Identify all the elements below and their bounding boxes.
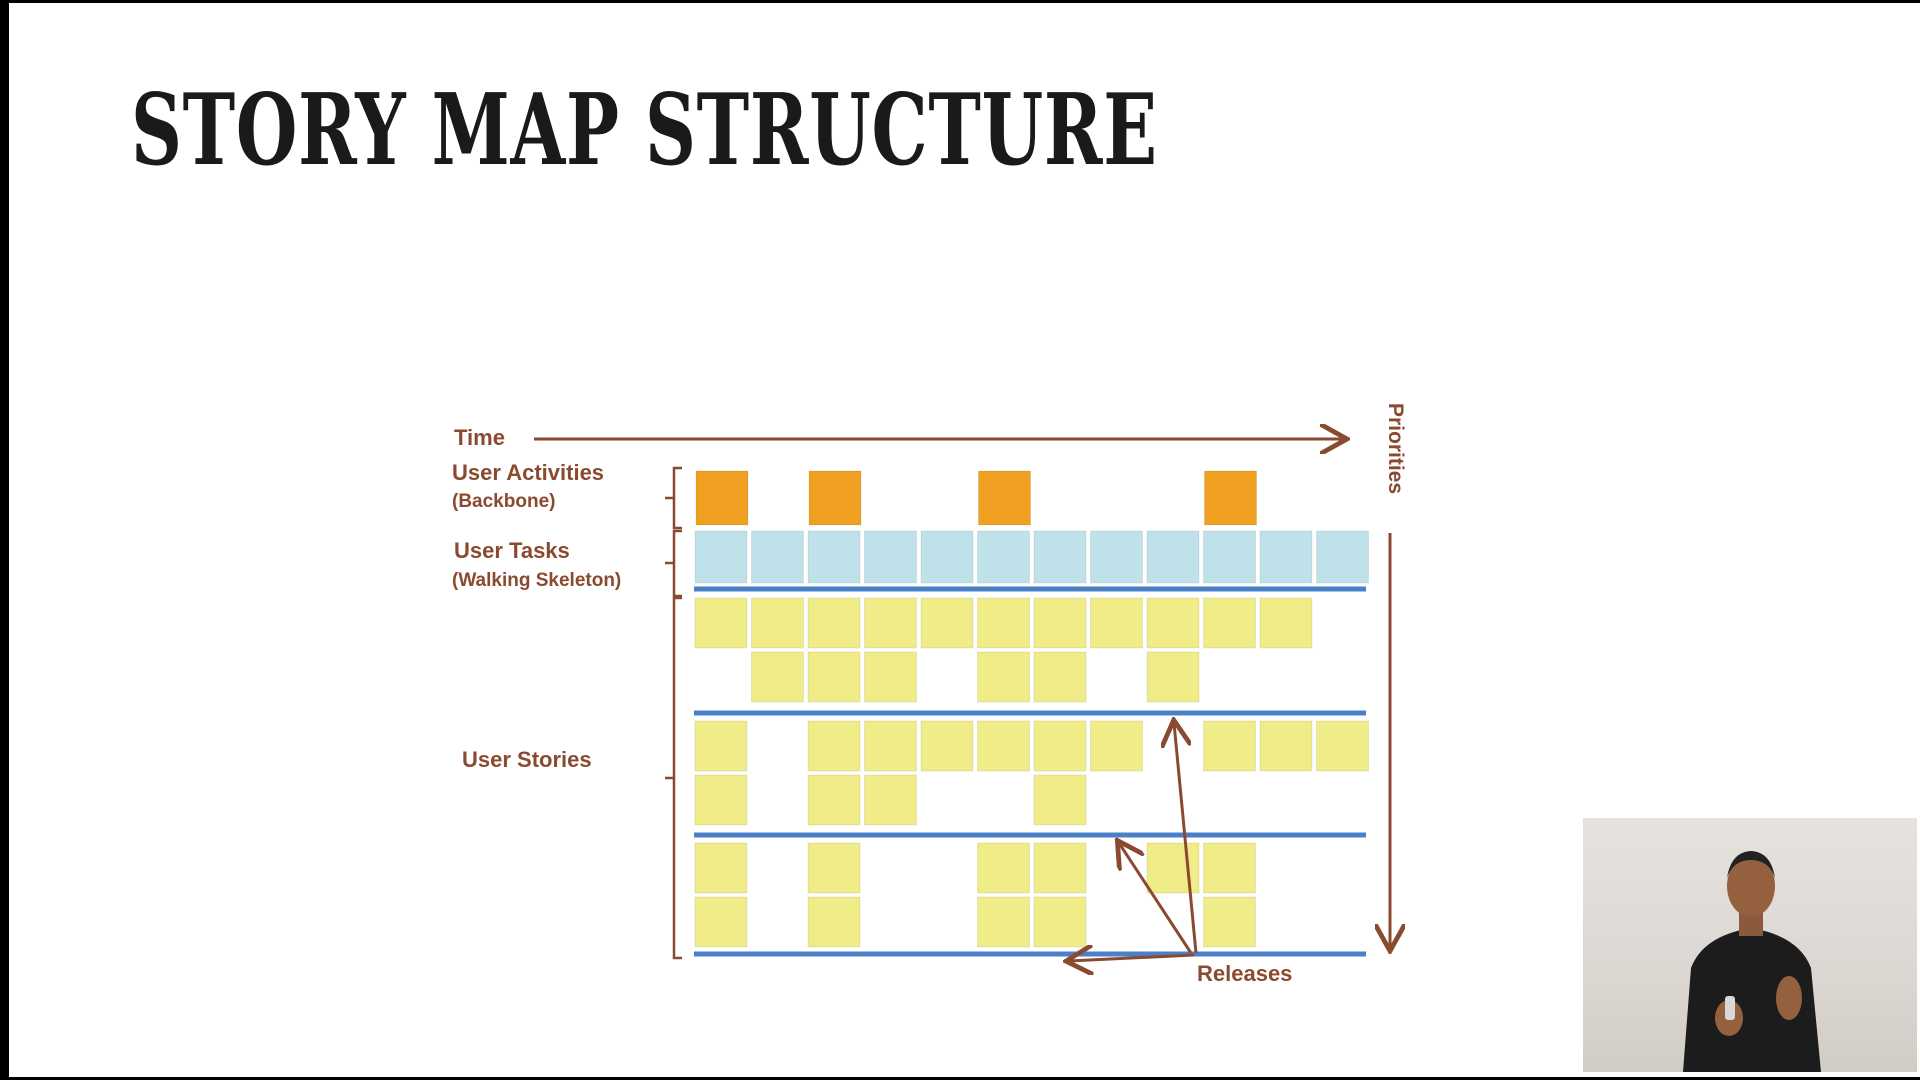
- tasks-bracket: [665, 529, 682, 598]
- task-note: [1203, 530, 1256, 584]
- story-note: [1146, 842, 1200, 894]
- story-note: [977, 720, 1030, 772]
- task-note: [864, 530, 917, 584]
- tasks-label: User Tasks: [454, 538, 570, 563]
- story-note: [807, 896, 861, 948]
- story-note: [694, 842, 748, 894]
- activity-note: [978, 470, 1031, 526]
- story-note: [807, 842, 861, 894]
- task-note: [807, 530, 861, 584]
- slide-title: STORY MAP STRUCTURE: [131, 73, 1158, 188]
- story-note: [694, 774, 748, 826]
- story-note: [1033, 651, 1087, 703]
- stories-bracket: [665, 596, 682, 960]
- story-note: [864, 651, 917, 703]
- activity-note: [808, 470, 862, 526]
- task-note: [1146, 530, 1200, 584]
- task-note: [751, 530, 804, 584]
- task-note: [1316, 530, 1369, 584]
- story-note: [920, 597, 974, 649]
- story-note: [1033, 597, 1087, 649]
- activity-note: [1204, 470, 1257, 526]
- story-note: [751, 597, 804, 649]
- story-note: [1203, 720, 1256, 772]
- story-note: [694, 597, 748, 649]
- release-arrow-3: [1174, 723, 1198, 954]
- story-note: [1146, 597, 1200, 649]
- story-note: [1316, 720, 1369, 772]
- story-map-diagram: Time Priorities User Activities (Backbon…: [439, 393, 1419, 1018]
- activities-bracket: [665, 466, 682, 530]
- slide: STORY MAP STRUCTURE Time Priorities User…: [9, 3, 1920, 1077]
- story-note: [1033, 896, 1087, 948]
- webcam-presenter-icon: [1683, 851, 1821, 1072]
- story-note: [977, 597, 1030, 649]
- story-note: [807, 774, 861, 826]
- story-note: [1259, 597, 1313, 649]
- story-note: [977, 842, 1030, 894]
- story-note: [1146, 651, 1200, 703]
- story-note: [1090, 720, 1143, 772]
- task-note: [977, 530, 1030, 584]
- task-note: [1259, 530, 1313, 584]
- story-note: [1090, 597, 1143, 649]
- priorities-label: Priorities: [1384, 403, 1407, 494]
- release-arrow-1: [1069, 955, 1195, 961]
- task-note: [920, 530, 974, 584]
- task-note: [1090, 530, 1143, 584]
- story-note: [1033, 774, 1087, 826]
- time-label: Time: [454, 425, 505, 450]
- task-note: [1033, 530, 1087, 584]
- release-arrow-2: [1119, 843, 1193, 954]
- story-note: [920, 720, 974, 772]
- story-note: [864, 720, 917, 772]
- activities-label: User Activities: [452, 460, 604, 485]
- sticky-notes: [694, 470, 1369, 948]
- activity-note: [695, 470, 749, 526]
- presenter-video: [1583, 818, 1917, 1072]
- stories-label: User Stories: [462, 747, 592, 772]
- activities-sublabel: (Backbone): [452, 491, 555, 512]
- story-note: [807, 597, 861, 649]
- story-note: [694, 720, 748, 772]
- story-note: [807, 720, 861, 772]
- tasks-sublabel: (Walking Skeleton): [452, 570, 621, 591]
- story-note: [864, 774, 917, 826]
- story-note: [977, 896, 1030, 948]
- story-note: [1203, 896, 1256, 948]
- story-note: [751, 651, 804, 703]
- story-note: [694, 896, 748, 948]
- story-note: [1033, 720, 1087, 772]
- story-note: [1259, 720, 1313, 772]
- story-note: [1033, 842, 1087, 894]
- task-note: [694, 530, 748, 584]
- story-note: [807, 651, 861, 703]
- releases-label: Releases: [1197, 961, 1292, 986]
- story-note: [1203, 842, 1256, 894]
- story-note: [864, 597, 917, 649]
- story-map-svg: Time Priorities User Activities (Backbon…: [452, 403, 1407, 986]
- story-note: [1203, 597, 1256, 649]
- story-note: [977, 651, 1030, 703]
